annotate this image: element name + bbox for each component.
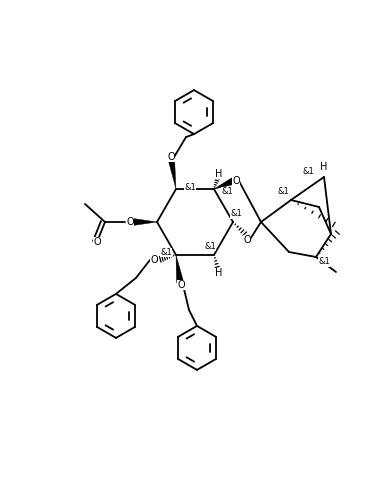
- Text: O: O: [232, 176, 240, 186]
- Text: &1: &1: [204, 242, 216, 252]
- Polygon shape: [133, 218, 157, 226]
- Polygon shape: [176, 255, 183, 282]
- Text: O: O: [177, 280, 185, 290]
- Text: &1: &1: [318, 257, 330, 267]
- Text: &1: &1: [230, 210, 242, 218]
- Text: H: H: [215, 169, 223, 179]
- Polygon shape: [214, 178, 234, 189]
- Text: &1: &1: [302, 168, 314, 176]
- Text: O: O: [150, 255, 158, 265]
- Text: &1: &1: [221, 187, 233, 196]
- Text: &1: &1: [277, 187, 289, 197]
- Text: &1: &1: [160, 248, 172, 257]
- Text: H: H: [320, 162, 328, 172]
- Polygon shape: [168, 157, 176, 189]
- Text: O: O: [167, 152, 175, 162]
- Text: O: O: [243, 235, 251, 245]
- Text: O: O: [93, 237, 101, 247]
- Text: H: H: [215, 268, 223, 278]
- Text: &1: &1: [184, 183, 196, 191]
- Text: O: O: [126, 217, 134, 227]
